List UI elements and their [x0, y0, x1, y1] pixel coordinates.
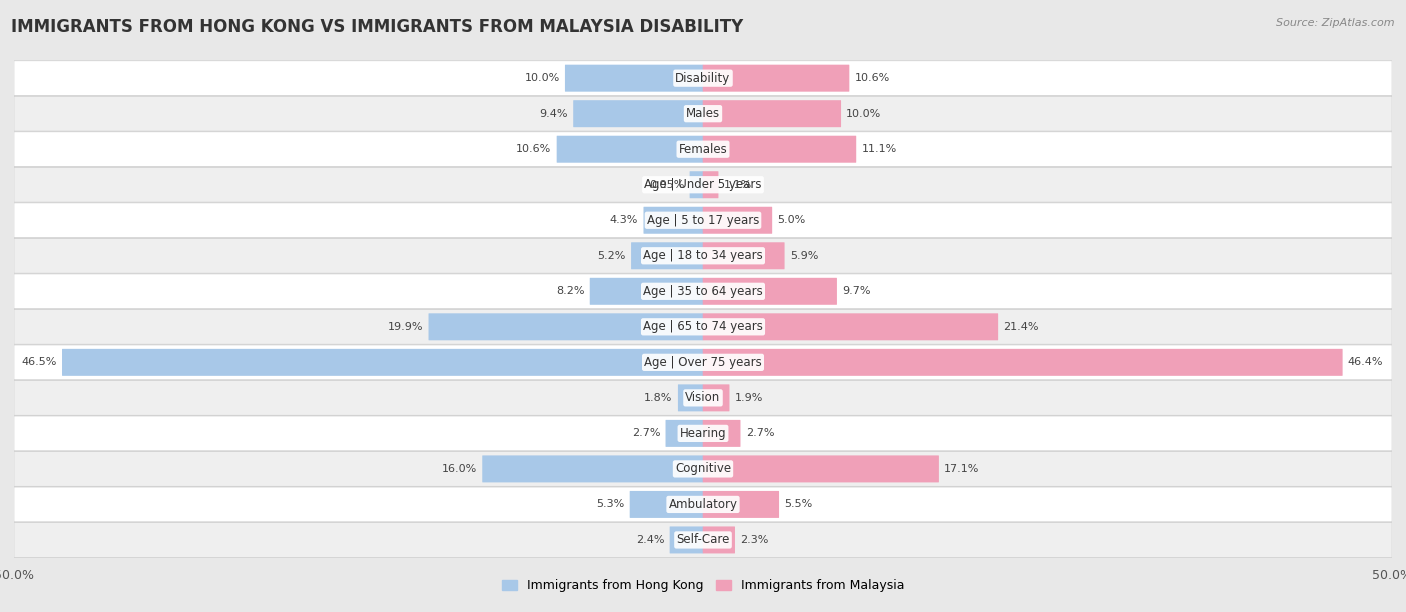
Text: 1.8%: 1.8% — [644, 393, 672, 403]
FancyBboxPatch shape — [14, 381, 1392, 416]
FancyBboxPatch shape — [703, 349, 1343, 376]
Text: 10.0%: 10.0% — [846, 109, 882, 119]
FancyBboxPatch shape — [14, 167, 1392, 202]
FancyBboxPatch shape — [14, 452, 1392, 487]
Text: Age | 18 to 34 years: Age | 18 to 34 years — [643, 249, 763, 263]
FancyBboxPatch shape — [14, 132, 1392, 166]
Text: IMMIGRANTS FROM HONG KONG VS IMMIGRANTS FROM MALAYSIA DISABILITY: IMMIGRANTS FROM HONG KONG VS IMMIGRANTS … — [11, 18, 744, 36]
FancyBboxPatch shape — [14, 487, 1392, 522]
FancyBboxPatch shape — [14, 61, 1392, 95]
FancyBboxPatch shape — [557, 136, 703, 163]
FancyBboxPatch shape — [703, 100, 841, 127]
Text: Disability: Disability — [675, 72, 731, 84]
Text: 2.3%: 2.3% — [740, 535, 769, 545]
Text: Self-Care: Self-Care — [676, 534, 730, 547]
Text: Cognitive: Cognitive — [675, 463, 731, 476]
FancyBboxPatch shape — [14, 238, 1392, 273]
Text: 46.5%: 46.5% — [21, 357, 56, 367]
Text: 16.0%: 16.0% — [441, 464, 477, 474]
Text: Ambulatory: Ambulatory — [668, 498, 738, 511]
FancyBboxPatch shape — [429, 313, 703, 340]
Text: Vision: Vision — [685, 391, 721, 405]
FancyBboxPatch shape — [14, 345, 1392, 380]
Text: 2.7%: 2.7% — [745, 428, 775, 438]
Text: 2.4%: 2.4% — [636, 535, 665, 545]
Text: 11.1%: 11.1% — [862, 144, 897, 154]
FancyBboxPatch shape — [574, 100, 703, 127]
Legend: Immigrants from Hong Kong, Immigrants from Malaysia: Immigrants from Hong Kong, Immigrants fr… — [496, 575, 910, 597]
FancyBboxPatch shape — [630, 491, 703, 518]
Text: 10.0%: 10.0% — [524, 73, 560, 83]
FancyBboxPatch shape — [703, 242, 785, 269]
FancyBboxPatch shape — [703, 491, 779, 518]
FancyBboxPatch shape — [703, 278, 837, 305]
FancyBboxPatch shape — [669, 526, 703, 553]
FancyBboxPatch shape — [14, 203, 1392, 237]
Text: 2.7%: 2.7% — [631, 428, 661, 438]
Text: Age | 65 to 74 years: Age | 65 to 74 years — [643, 320, 763, 334]
Text: 46.4%: 46.4% — [1348, 357, 1384, 367]
FancyBboxPatch shape — [482, 455, 703, 482]
FancyBboxPatch shape — [565, 65, 703, 92]
Text: Age | Over 75 years: Age | Over 75 years — [644, 356, 762, 369]
Text: 5.5%: 5.5% — [785, 499, 813, 509]
Text: 5.2%: 5.2% — [598, 251, 626, 261]
Text: 10.6%: 10.6% — [855, 73, 890, 83]
FancyBboxPatch shape — [14, 416, 1392, 451]
Text: 0.95%: 0.95% — [650, 180, 685, 190]
FancyBboxPatch shape — [689, 171, 703, 198]
Text: 5.3%: 5.3% — [596, 499, 624, 509]
FancyBboxPatch shape — [703, 455, 939, 482]
FancyBboxPatch shape — [703, 313, 998, 340]
FancyBboxPatch shape — [62, 349, 703, 376]
Text: 19.9%: 19.9% — [388, 322, 423, 332]
FancyBboxPatch shape — [703, 207, 772, 234]
FancyBboxPatch shape — [678, 384, 703, 411]
FancyBboxPatch shape — [14, 310, 1392, 344]
Text: Source: ZipAtlas.com: Source: ZipAtlas.com — [1277, 18, 1395, 28]
FancyBboxPatch shape — [703, 420, 741, 447]
Text: 1.9%: 1.9% — [735, 393, 763, 403]
Text: 17.1%: 17.1% — [945, 464, 980, 474]
FancyBboxPatch shape — [703, 526, 735, 553]
Text: 10.6%: 10.6% — [516, 144, 551, 154]
FancyBboxPatch shape — [703, 171, 718, 198]
Text: Age | 35 to 64 years: Age | 35 to 64 years — [643, 285, 763, 298]
FancyBboxPatch shape — [631, 242, 703, 269]
Text: 21.4%: 21.4% — [1004, 322, 1039, 332]
FancyBboxPatch shape — [14, 523, 1392, 558]
Text: 8.2%: 8.2% — [555, 286, 585, 296]
Text: 9.7%: 9.7% — [842, 286, 870, 296]
FancyBboxPatch shape — [589, 278, 703, 305]
Text: 9.4%: 9.4% — [540, 109, 568, 119]
Text: Hearing: Hearing — [679, 427, 727, 440]
Text: 5.0%: 5.0% — [778, 215, 806, 225]
Text: Males: Males — [686, 107, 720, 120]
FancyBboxPatch shape — [703, 65, 849, 92]
Text: 1.1%: 1.1% — [724, 180, 752, 190]
FancyBboxPatch shape — [644, 207, 703, 234]
FancyBboxPatch shape — [14, 96, 1392, 131]
FancyBboxPatch shape — [665, 420, 703, 447]
Text: 5.9%: 5.9% — [790, 251, 818, 261]
FancyBboxPatch shape — [703, 136, 856, 163]
FancyBboxPatch shape — [703, 384, 730, 411]
FancyBboxPatch shape — [14, 274, 1392, 308]
Text: Age | 5 to 17 years: Age | 5 to 17 years — [647, 214, 759, 227]
Text: 4.3%: 4.3% — [610, 215, 638, 225]
Text: Females: Females — [679, 143, 727, 155]
Text: Age | Under 5 years: Age | Under 5 years — [644, 178, 762, 191]
